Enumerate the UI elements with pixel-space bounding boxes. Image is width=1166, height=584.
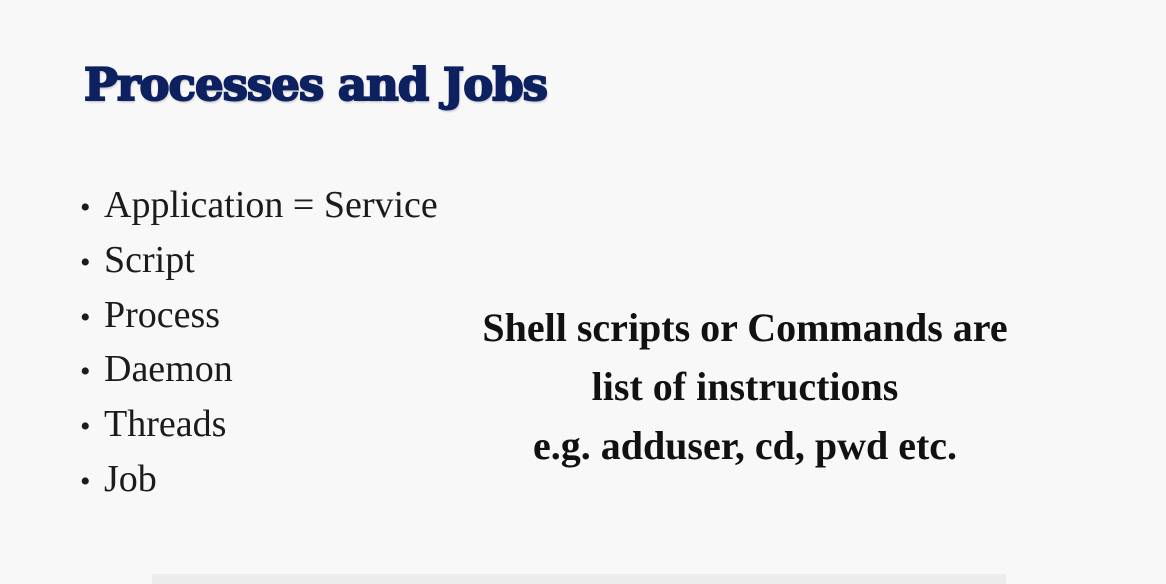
bullet-text: Application = Service bbox=[104, 184, 438, 226]
bullet-icon: • bbox=[80, 410, 91, 444]
bullet-text: Job bbox=[104, 457, 157, 500]
callout-line: list of instructions bbox=[591, 364, 899, 409]
bullet-icon: • bbox=[80, 191, 91, 224]
bullet-text: Process bbox=[104, 293, 221, 336]
callout-line: Shell scripts or Commands are bbox=[482, 305, 1008, 350]
bullet-item: • Job bbox=[80, 452, 438, 507]
callout-line: e.g. adduser, cd, pwd etc. bbox=[532, 423, 958, 468]
bullet-icon: • bbox=[80, 355, 91, 389]
bullet-icon: • bbox=[80, 464, 91, 498]
bullet-item: • Threads bbox=[80, 397, 438, 452]
bullet-icon: • bbox=[80, 300, 91, 334]
bullet-list: • Application = Service • Script • Process … bbox=[80, 178, 438, 507]
bullet-text: Script bbox=[104, 238, 195, 281]
bullet-item: • Application = Service bbox=[80, 178, 438, 233]
slide-title: Processes and Jobs bbox=[83, 57, 549, 112]
bottom-divider bbox=[152, 574, 1006, 584]
bullet-text: Threads bbox=[104, 403, 227, 446]
bullet-item: • Process bbox=[80, 288, 438, 343]
bullet-item: • Daemon bbox=[80, 342, 438, 397]
callout-text: Shell scripts or Commands are list of in… bbox=[400, 298, 1090, 475]
bullet-icon: • bbox=[80, 245, 91, 279]
bullet-text: Daemon bbox=[104, 348, 233, 391]
bullet-item: • Script bbox=[80, 233, 438, 288]
